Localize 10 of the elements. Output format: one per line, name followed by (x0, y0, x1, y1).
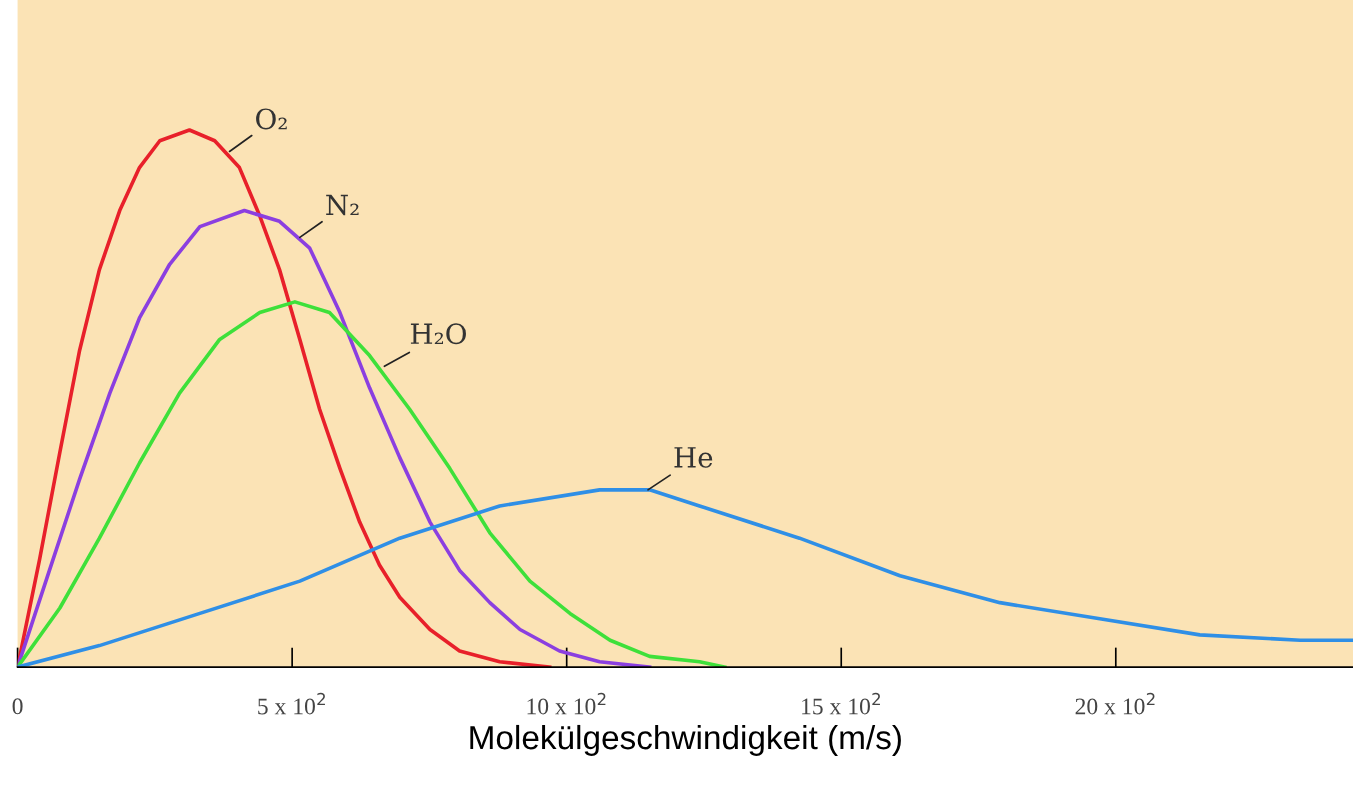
annotation: N₂ (326, 194, 359, 216)
x-tick-label: 0 (12, 698, 23, 715)
annotation: He (674, 447, 713, 468)
x-tick-label: 20 x 10$^{2}$ (1075, 692, 1155, 715)
x-tick-label: 10 x 10$^{2}$ (527, 692, 606, 715)
x-tick-label: 5 x 10$^{2}$ (258, 692, 325, 715)
annotation: O₂ (256, 108, 287, 130)
x-tick-label: 15 x 10$^{2}$ (802, 692, 880, 715)
annotation: H₂O (410, 323, 466, 345)
x-axis-title: Molekülgeschwindigkeit (m/s) (470, 724, 901, 756)
